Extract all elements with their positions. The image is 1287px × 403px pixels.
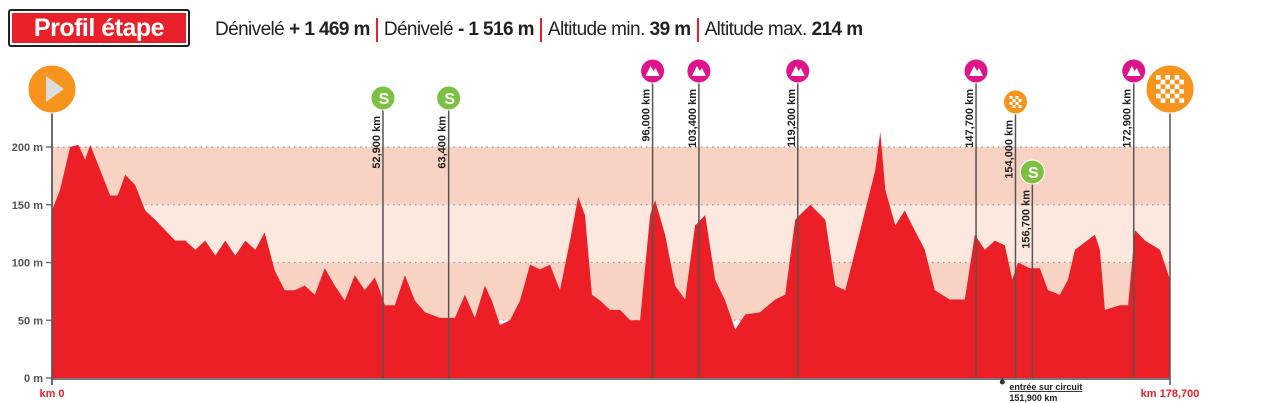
checker-square xyxy=(1015,96,1019,99)
stat-descent-label: Dénivelé xyxy=(383,19,454,40)
checker-square xyxy=(1160,79,1166,85)
sprint-icon xyxy=(370,85,396,111)
checker-square xyxy=(1174,75,1180,80)
mountain-glyph xyxy=(1126,66,1141,76)
checker-square xyxy=(1160,98,1166,103)
mountain-glyph xyxy=(691,66,706,76)
sprint-icon xyxy=(436,85,462,111)
y-tick-label: 200 m xyxy=(12,142,43,154)
marker-mountain: 96,000 km xyxy=(640,58,666,378)
marker-mountain: 119,200 km xyxy=(785,58,811,378)
marker-sprint: S 63,400 km xyxy=(436,85,462,378)
stat-min-label: Altitude min. xyxy=(547,19,645,40)
checker-square xyxy=(1012,105,1016,108)
stat-max-label: Altitude max. xyxy=(704,19,808,40)
checker-square xyxy=(1165,75,1170,80)
stat-max-value: 214 m xyxy=(811,19,863,40)
marker-km-label: 154,000 km xyxy=(1003,120,1015,179)
annotation-dot xyxy=(999,379,1005,385)
marker-km-label: 147,700 km xyxy=(964,89,976,148)
checker-square xyxy=(1015,102,1019,105)
annotation-text: entrée sur circuit xyxy=(1009,382,1082,392)
play-icon xyxy=(46,76,64,102)
sprint-glyph: S xyxy=(379,91,390,108)
checker-square xyxy=(1179,98,1184,103)
checker-square xyxy=(1018,99,1022,102)
marker-mountain: 103,400 km xyxy=(686,58,712,378)
marker-km-label: 52,900 km xyxy=(371,116,383,169)
marker-sprint: S 52,900 km xyxy=(370,85,396,378)
checker-square xyxy=(1012,99,1016,102)
marker-mountain: 172,900 km xyxy=(1121,58,1147,378)
sprint-icon xyxy=(1019,159,1045,185)
marker-km-label: 103,400 km xyxy=(687,89,699,148)
checker-square xyxy=(1174,84,1180,89)
checker-square xyxy=(1170,89,1175,94)
separator xyxy=(375,18,378,42)
y-tick-label: 150 m xyxy=(12,200,43,212)
marker-km-label: 172,900 km xyxy=(1122,89,1134,148)
y-tick-label: 0 m xyxy=(24,373,43,385)
marker-km-label: 156,700 km xyxy=(1020,190,1032,249)
checker-square xyxy=(1156,84,1161,89)
checker-square xyxy=(1160,89,1166,94)
stat-climb-value: + 1 469 m xyxy=(289,19,370,40)
marker-start xyxy=(27,64,77,385)
checker-square xyxy=(1174,93,1180,99)
marker-km-label: 96,000 km xyxy=(641,89,653,142)
checker-square xyxy=(1009,96,1013,99)
separator xyxy=(539,18,542,42)
marker-finish xyxy=(1145,64,1195,385)
sprint-glyph: S xyxy=(444,91,455,108)
checker-square xyxy=(1018,105,1022,108)
checker-square xyxy=(1165,93,1170,99)
marker-mountain: 147,700 km xyxy=(963,58,989,378)
checker-square xyxy=(1179,79,1184,85)
checker-square xyxy=(1170,98,1175,103)
checker-square xyxy=(1179,89,1184,94)
elevation-profile-area xyxy=(52,132,1170,378)
mountain-glyph xyxy=(645,66,660,76)
marker-km-label: 63,400 km xyxy=(437,116,449,169)
checker-square xyxy=(1156,93,1161,99)
checker-square xyxy=(1009,102,1013,105)
checker-square xyxy=(1165,84,1170,89)
mountain-glyph xyxy=(969,66,984,76)
stat-min-value: 39 m xyxy=(649,19,692,40)
stats-bar: Dénivelé + 1 469 m Dénivelé - 1 516 m Alti… xyxy=(215,18,863,42)
stat-descent-value: - 1 516 m xyxy=(457,19,535,40)
annotation-value: 151,900 km xyxy=(1009,393,1057,403)
marker-sprint2: S 156,700 km xyxy=(1019,159,1045,378)
mountain-glyph xyxy=(790,66,805,76)
marker-km-label: 119,200 km xyxy=(786,89,798,147)
stat-climb-label: Dénivelé xyxy=(215,19,285,40)
altitude-band xyxy=(52,147,1170,205)
checker-square xyxy=(1156,75,1161,80)
y-tick-label: 50 m xyxy=(18,315,43,327)
page-title: Profil étape xyxy=(12,13,186,43)
x-end-label: km 178,700 xyxy=(1141,388,1200,400)
title-badge: Profil étape xyxy=(8,9,190,47)
separator xyxy=(696,18,699,42)
sprint-glyph: S xyxy=(1028,165,1039,182)
checker-square xyxy=(1170,79,1175,85)
y-tick-label: 100 m xyxy=(12,258,43,270)
marker-circuit: 154,000 km xyxy=(1002,89,1028,378)
x-start-label: km 0 xyxy=(39,388,64,400)
